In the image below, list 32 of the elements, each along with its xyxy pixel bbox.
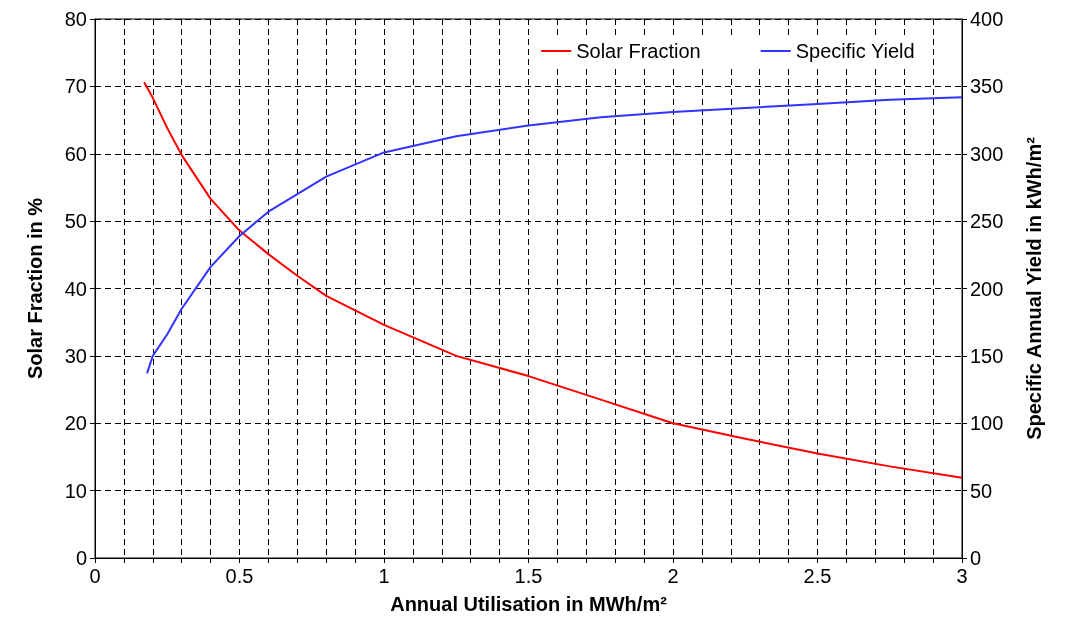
y-tick-label: 70: [64, 75, 87, 98]
y2-tick-label: 100: [970, 412, 1004, 435]
x-axis-title: Annual Utilisation in MWh/m²: [390, 593, 668, 615]
y-tick-label: 80: [64, 8, 87, 30]
line-series: [146, 96, 963, 375]
y2-tick-label: 350: [970, 75, 1004, 98]
x-tick-label: 1.5: [514, 565, 543, 587]
y-tick-label: 20: [64, 412, 87, 435]
y-tick-label: 10: [64, 479, 87, 502]
y2-tick-label: 0: [970, 547, 982, 569]
x-tick-label: 3: [956, 565, 968, 587]
x-tick-label: 2.5: [803, 565, 832, 587]
x-tick-label: 1: [378, 565, 390, 587]
legend-label: Solar Fraction: [576, 40, 701, 62]
y2-tick-label: 400: [970, 8, 1004, 30]
y2-tick-label: 250: [970, 210, 1004, 233]
y-tick-label: 40: [64, 277, 87, 300]
x-tick-label: 0: [89, 565, 101, 587]
x-tick-label: 2: [667, 565, 679, 587]
y-tick-label: 60: [64, 142, 87, 165]
y2-tick-label: 150: [970, 344, 1004, 367]
y-tick-label: 30: [64, 344, 87, 367]
y2-tick-label: 200: [970, 277, 1004, 300]
y-axis-title: Solar Fraction in %: [24, 197, 46, 380]
line-series: [143, 81, 963, 479]
y2-axis-title: Specific Annual Yield in kWh/m²: [1023, 136, 1045, 440]
y-tick-label: 0: [75, 547, 87, 569]
y-tick-label: 50: [64, 210, 87, 233]
y2-tick-label: 50: [970, 479, 993, 502]
legend-label: Specific Yield: [795, 40, 915, 62]
x-tick-label: 0.5: [225, 565, 254, 587]
y2-tick-label: 300: [970, 142, 1004, 165]
